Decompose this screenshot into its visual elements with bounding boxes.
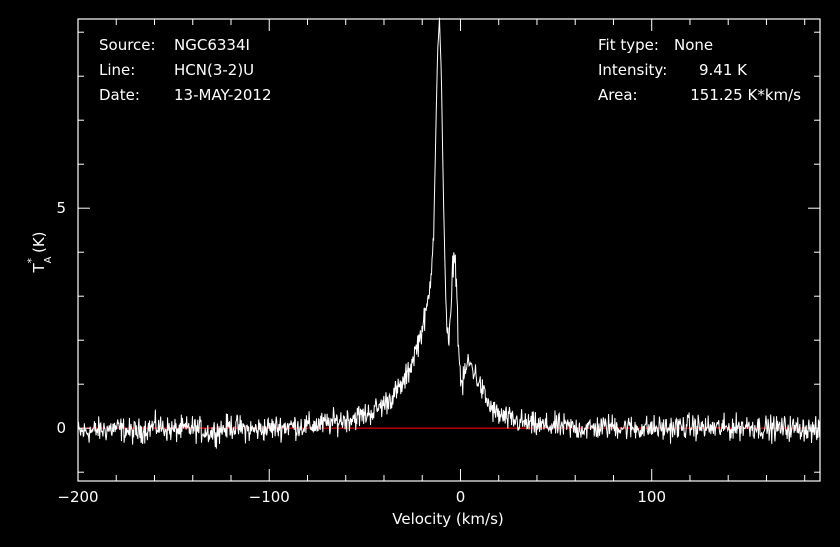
area-label: Area: [598,86,638,104]
fit-type-value: None [674,36,713,54]
y-axis-title: TA * (K) [25,231,54,273]
intensity-value: 9.41 K [699,61,748,79]
x-tick-label: 0 [456,488,466,506]
axis-ticks: −200 −100 0 100 0 5 [56,19,820,506]
y-axis-title-unit: (K) [30,231,48,253]
y-tick-label: 0 [56,419,66,437]
line-value: HCN(3-2)U [174,61,254,79]
x-tick-label: −100 [249,488,290,506]
x-tick-label: −200 [57,488,98,506]
x-axis-title: Velocity (km/s) [392,510,503,528]
plot-area [77,17,821,449]
x-tick-label: 100 [637,488,666,506]
intensity-label: Intensity: [598,61,667,79]
svg-text:TA*(K): TA * (K) [25,231,54,273]
y-axis-title-main: T [30,263,48,274]
source-value: NGC6334I [174,36,250,54]
source-label: Source: [99,36,156,54]
date-value: 13-MAY-2012 [174,86,272,104]
fit-type-label: Fit type: [598,36,659,54]
date-label: Date: [99,86,140,104]
y-axis-title-sup: * [25,258,38,264]
plot-frame [77,18,821,482]
y-axis-title-sub: A [43,256,54,263]
area-value: 151.25 K*km/s [690,86,801,104]
y-tick-label: 5 [56,199,66,217]
spectrum-line [77,17,821,449]
line-label: Line: [99,61,135,79]
